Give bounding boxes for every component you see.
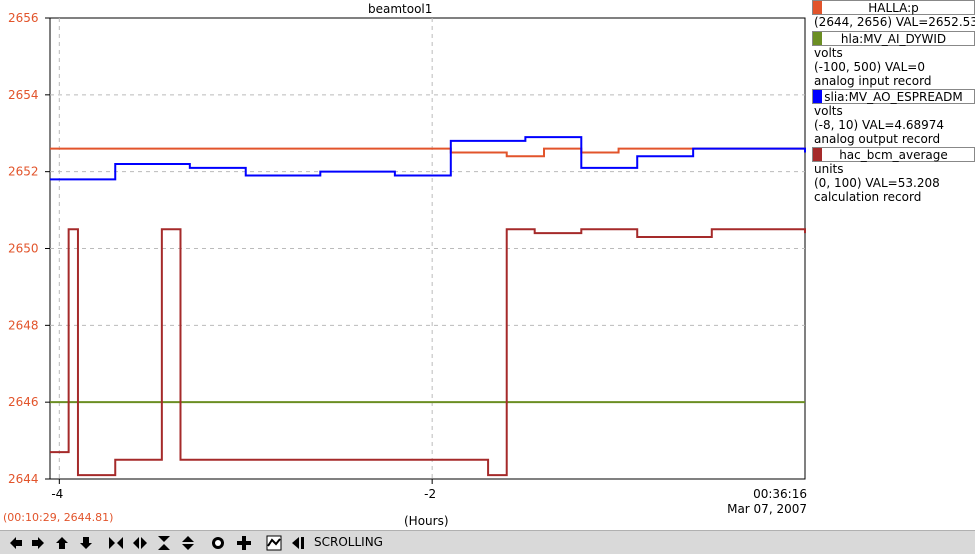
pv-record-type: calculation record bbox=[814, 190, 922, 204]
zoom-in-x-icon[interactable] bbox=[106, 533, 126, 553]
stripchart-plot[interactable]: 2656 2654 2652 2650 2648 2646 2644 -4 -2 bbox=[0, 0, 808, 530]
pv-name: HALLA:p bbox=[868, 1, 919, 15]
pan-left-icon[interactable] bbox=[6, 533, 26, 553]
pv-name-box[interactable]: hla:MV_AI_DYWID bbox=[812, 31, 975, 46]
series-line-slia-mv-ao-espreadm bbox=[50, 136, 806, 181]
x-tick-label: -2 bbox=[424, 487, 436, 501]
pv-name-box[interactable]: slia:MV_AO_ESPREADM bbox=[812, 89, 975, 104]
pv-units: volts bbox=[814, 104, 843, 118]
zoom-out-y-icon[interactable] bbox=[178, 533, 198, 553]
pv-color-swatch bbox=[813, 90, 822, 103]
legend-entry-dywid[interactable]: hla:MV_AI_DYWID volts (-100, 500) VAL=0 … bbox=[808, 31, 975, 88]
y-tick-label: 2654 bbox=[8, 88, 39, 102]
pv-record-type: analog input record bbox=[814, 74, 932, 88]
pv-name: slia:MV_AO_ESPREADM bbox=[824, 90, 963, 104]
pv-range: (-8, 10) VAL=4.68974 bbox=[814, 118, 945, 132]
cursor-readout: (00:10:29, 2644.81) bbox=[3, 511, 114, 524]
pv-name-box[interactable]: HALLA:p bbox=[812, 0, 975, 15]
pan-up-icon[interactable] bbox=[52, 533, 72, 553]
pv-color-swatch bbox=[813, 1, 822, 14]
zoom-out-x-icon[interactable] bbox=[130, 533, 150, 553]
legend-panel: HALLA:p (2644, 2656) VAL=2652.53 hla:MV_… bbox=[808, 0, 975, 204]
autoscale-icon[interactable] bbox=[264, 533, 284, 553]
pan-right-icon[interactable] bbox=[28, 533, 48, 553]
pv-info: (2644, 2656) VAL=2652.53 bbox=[814, 15, 975, 29]
y-tick-label: 2646 bbox=[8, 395, 39, 409]
pv-range: (-100, 500) VAL=0 bbox=[814, 60, 925, 74]
timestamp: 00:36:16 Mar 07, 2007 bbox=[727, 487, 807, 517]
zoom-in-y-icon[interactable] bbox=[154, 533, 174, 553]
scrolling-status: SCROLLING bbox=[314, 535, 383, 549]
legend-entry-halla-p[interactable]: HALLA:p (2644, 2656) VAL=2652.53 bbox=[808, 0, 975, 29]
series-line-halla-p bbox=[50, 147, 806, 158]
stop-icon[interactable] bbox=[208, 533, 228, 553]
pv-color-swatch bbox=[813, 32, 822, 45]
pv-name: hla:MV_AI_DYWID bbox=[840, 32, 947, 46]
x-tick-label: -4 bbox=[51, 487, 63, 501]
pv-range: (0, 100) VAL=53.208 bbox=[814, 176, 940, 190]
y-tick-label: 2648 bbox=[8, 318, 39, 332]
toolbar: SCROLLING bbox=[0, 530, 975, 554]
pv-name-box[interactable]: hac_bcm_average bbox=[812, 147, 975, 162]
pv-record-type: analog output record bbox=[814, 132, 941, 146]
pv-units: volts bbox=[814, 46, 843, 60]
pv-units: units bbox=[814, 162, 844, 176]
y-tick-label: 2652 bbox=[8, 165, 39, 179]
timestamp-date: Mar 07, 2007 bbox=[727, 502, 807, 516]
pv-name: hac_bcm_average bbox=[839, 148, 948, 162]
legend-entry-bcm[interactable]: hac_bcm_average units (0, 100) VAL=53.20… bbox=[808, 147, 975, 204]
plot-title: beamtool1 bbox=[368, 2, 433, 16]
timestamp-time: 00:36:16 bbox=[753, 487, 807, 501]
y-tick-label: 2656 bbox=[8, 11, 39, 25]
x-axis-label: (Hours) bbox=[404, 514, 449, 528]
add-icon[interactable] bbox=[234, 533, 254, 553]
series-line-hac-bcm-average bbox=[50, 228, 806, 477]
pan-down-icon[interactable] bbox=[76, 533, 96, 553]
legend-entry-espreadm[interactable]: slia:MV_AO_ESPREADM volts (-8, 10) VAL=4… bbox=[808, 89, 975, 146]
scroll-end-icon[interactable] bbox=[288, 533, 308, 553]
y-tick-label: 2650 bbox=[8, 242, 39, 256]
pv-color-swatch bbox=[813, 148, 822, 161]
y-tick-label: 2644 bbox=[8, 472, 39, 486]
